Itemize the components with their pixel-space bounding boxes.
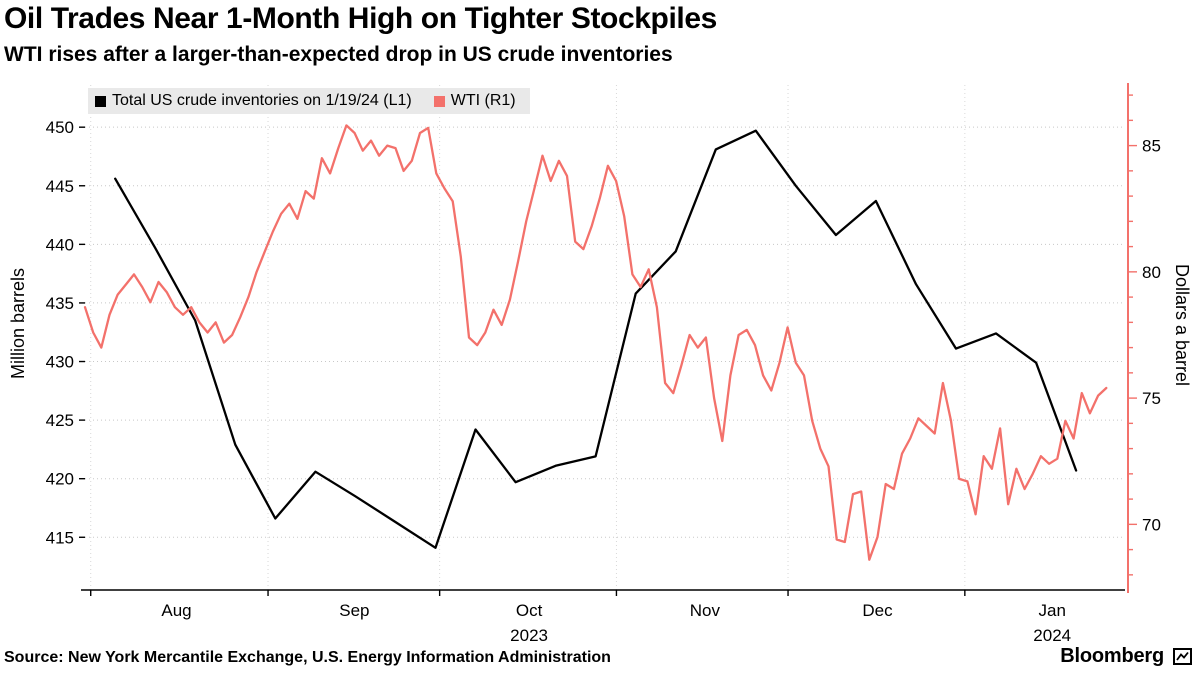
series-line-inventories [114, 129, 1078, 549]
source-line: Source: New York Mercantile Exchange, U.… [4, 649, 611, 666]
left-axis-tick-label: 440 [46, 235, 74, 254]
x-axis-month-label: Sep [339, 601, 369, 620]
series-line-wti [83, 124, 1108, 561]
chart-box-icon [1173, 648, 1192, 665]
legend-swatch-inventories-icon [95, 95, 106, 107]
x-axis-year-label: 2024 [1033, 626, 1071, 645]
right-axis-title: Dollars a barrel [1172, 264, 1192, 387]
left-axis-tick-label: 435 [46, 294, 74, 313]
x-axis-year-label: 2023 [510, 626, 548, 645]
bloomberg-wordmark: Bloomberg [1060, 645, 1164, 667]
bloomberg-logo: Bloomberg [1060, 645, 1192, 668]
left-axis-tick-label: 445 [46, 177, 74, 196]
chart-legend: Total US crude inventories on 1/19/24 (L… [88, 88, 530, 114]
right-axis-tick-label: 80 [1142, 263, 1161, 282]
page-subtitle: WTI rises after a larger-than-expected d… [4, 43, 673, 66]
legend-label-wti: WTI (R1) [450, 92, 516, 109]
right-axis-tick-label: 70 [1142, 515, 1161, 534]
left-axis-tick-label: 425 [46, 411, 74, 430]
right-axis-tick-label: 75 [1142, 389, 1161, 408]
x-axis-month-label: Nov [690, 601, 721, 620]
legend-item-inventories: Total US crude inventories on 1/19/24 (L… [95, 92, 412, 110]
legend-label-inventories: Total US crude inventories on 1/19/24 (L… [112, 92, 412, 109]
x-axis-month-label: Aug [161, 601, 191, 620]
legend-item-wti: WTI (R1) [433, 92, 516, 110]
left-axis-tick-label: 430 [46, 353, 74, 372]
page-title: Oil Trades Near 1-Month High on Tighter … [4, 2, 717, 35]
left-axis-title: Million barrels [8, 268, 28, 380]
x-axis-month-label: Dec [862, 601, 893, 620]
legend-swatch-wti-icon [433, 95, 445, 107]
right-axis-tick-label: 85 [1142, 137, 1161, 156]
left-axis-tick-label: 450 [46, 118, 74, 137]
left-axis-tick-label: 420 [46, 470, 74, 489]
x-axis-month-label: Jan [1038, 601, 1065, 620]
x-axis-month-label: Oct [516, 601, 543, 620]
left-axis-tick-label: 415 [46, 528, 74, 547]
